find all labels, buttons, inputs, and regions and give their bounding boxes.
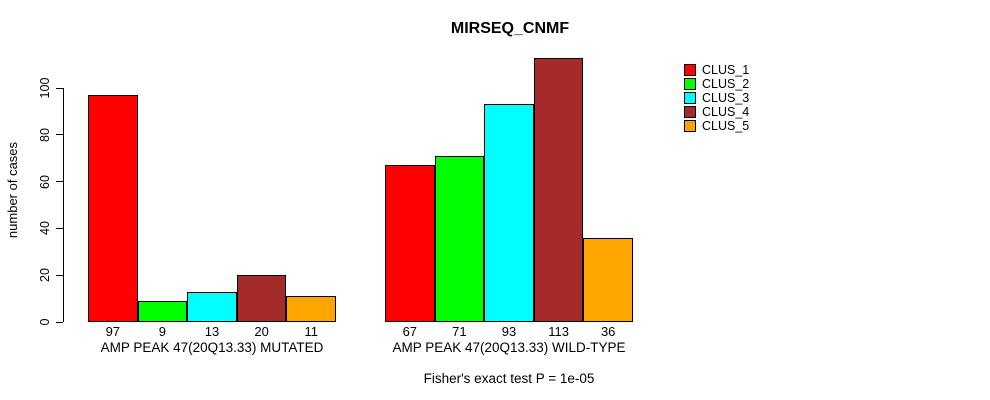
y-tick-mark <box>56 181 63 183</box>
bar-value-label: 113 <box>548 324 569 339</box>
bar-value-label: 9 <box>158 324 166 339</box>
bar <box>137 300 188 322</box>
bar <box>187 291 237 322</box>
bar <box>286 296 336 322</box>
legend-swatch <box>684 64 696 76</box>
y-tick-label: 80 <box>38 127 52 142</box>
y-tick-mark <box>56 87 63 89</box>
bar <box>88 95 138 322</box>
y-tick-mark <box>56 227 63 229</box>
group-label: AMP PEAK 47(20Q13.33) MUTATED <box>100 340 324 355</box>
legend-item: CLUS_2 <box>684 77 749 91</box>
bar <box>583 237 633 322</box>
y-tick-label: 40 <box>38 221 52 236</box>
y-tick-mark <box>56 274 63 276</box>
bar-value-label: 67 <box>402 324 418 339</box>
legend-swatch <box>684 78 696 90</box>
bar-value-label: 97 <box>105 324 121 339</box>
legend-item: CLUS_5 <box>684 119 749 133</box>
y-tick-label: 100 <box>38 77 52 99</box>
bar-value-label: 36 <box>600 324 616 339</box>
legend-label: CLUS_3 <box>702 91 750 105</box>
y-axis-line <box>63 88 64 322</box>
chart-title: MIRSEQ_CNMF <box>450 20 570 37</box>
legend-swatch <box>684 106 696 118</box>
bar <box>434 155 485 322</box>
bar-value-label: 13 <box>204 324 220 339</box>
y-tick-mark <box>56 134 63 136</box>
y-tick-label: 60 <box>38 174 52 189</box>
legend-item: CLUS_4 <box>684 105 749 119</box>
fisher-test-annotation: Fisher's exact test P = 1e-05 <box>423 371 595 386</box>
legend-label: CLUS_1 <box>702 63 750 77</box>
bar <box>484 104 534 322</box>
group-label: AMP PEAK 47(20Q13.33) WILD-TYPE <box>392 340 626 355</box>
y-axis-label: number of cases <box>5 141 20 239</box>
y-tick-mark <box>56 321 63 323</box>
y-tick-label: 0 <box>38 318 52 326</box>
legend-label: CLUS_4 <box>702 105 750 119</box>
legend: CLUS_1 CLUS_2 CLUS_3 CLUS_4 CLUS_5 <box>684 63 749 133</box>
bar-value-label: 11 <box>304 324 318 339</box>
bar <box>236 275 287 322</box>
legend-label: CLUS_5 <box>702 119 750 133</box>
bar-value-label: 71 <box>452 324 467 339</box>
legend-swatch <box>684 120 696 132</box>
y-tick-label: 20 <box>38 268 52 283</box>
bar-value-label: 20 <box>254 324 269 339</box>
legend-item: CLUS_3 <box>684 91 749 105</box>
legend-swatch <box>684 92 696 104</box>
legend-item: CLUS_1 <box>684 63 749 77</box>
bar <box>533 57 584 322</box>
bar <box>385 165 435 322</box>
legend-label: CLUS_2 <box>702 77 750 91</box>
bar-value-label: 93 <box>501 324 517 339</box>
